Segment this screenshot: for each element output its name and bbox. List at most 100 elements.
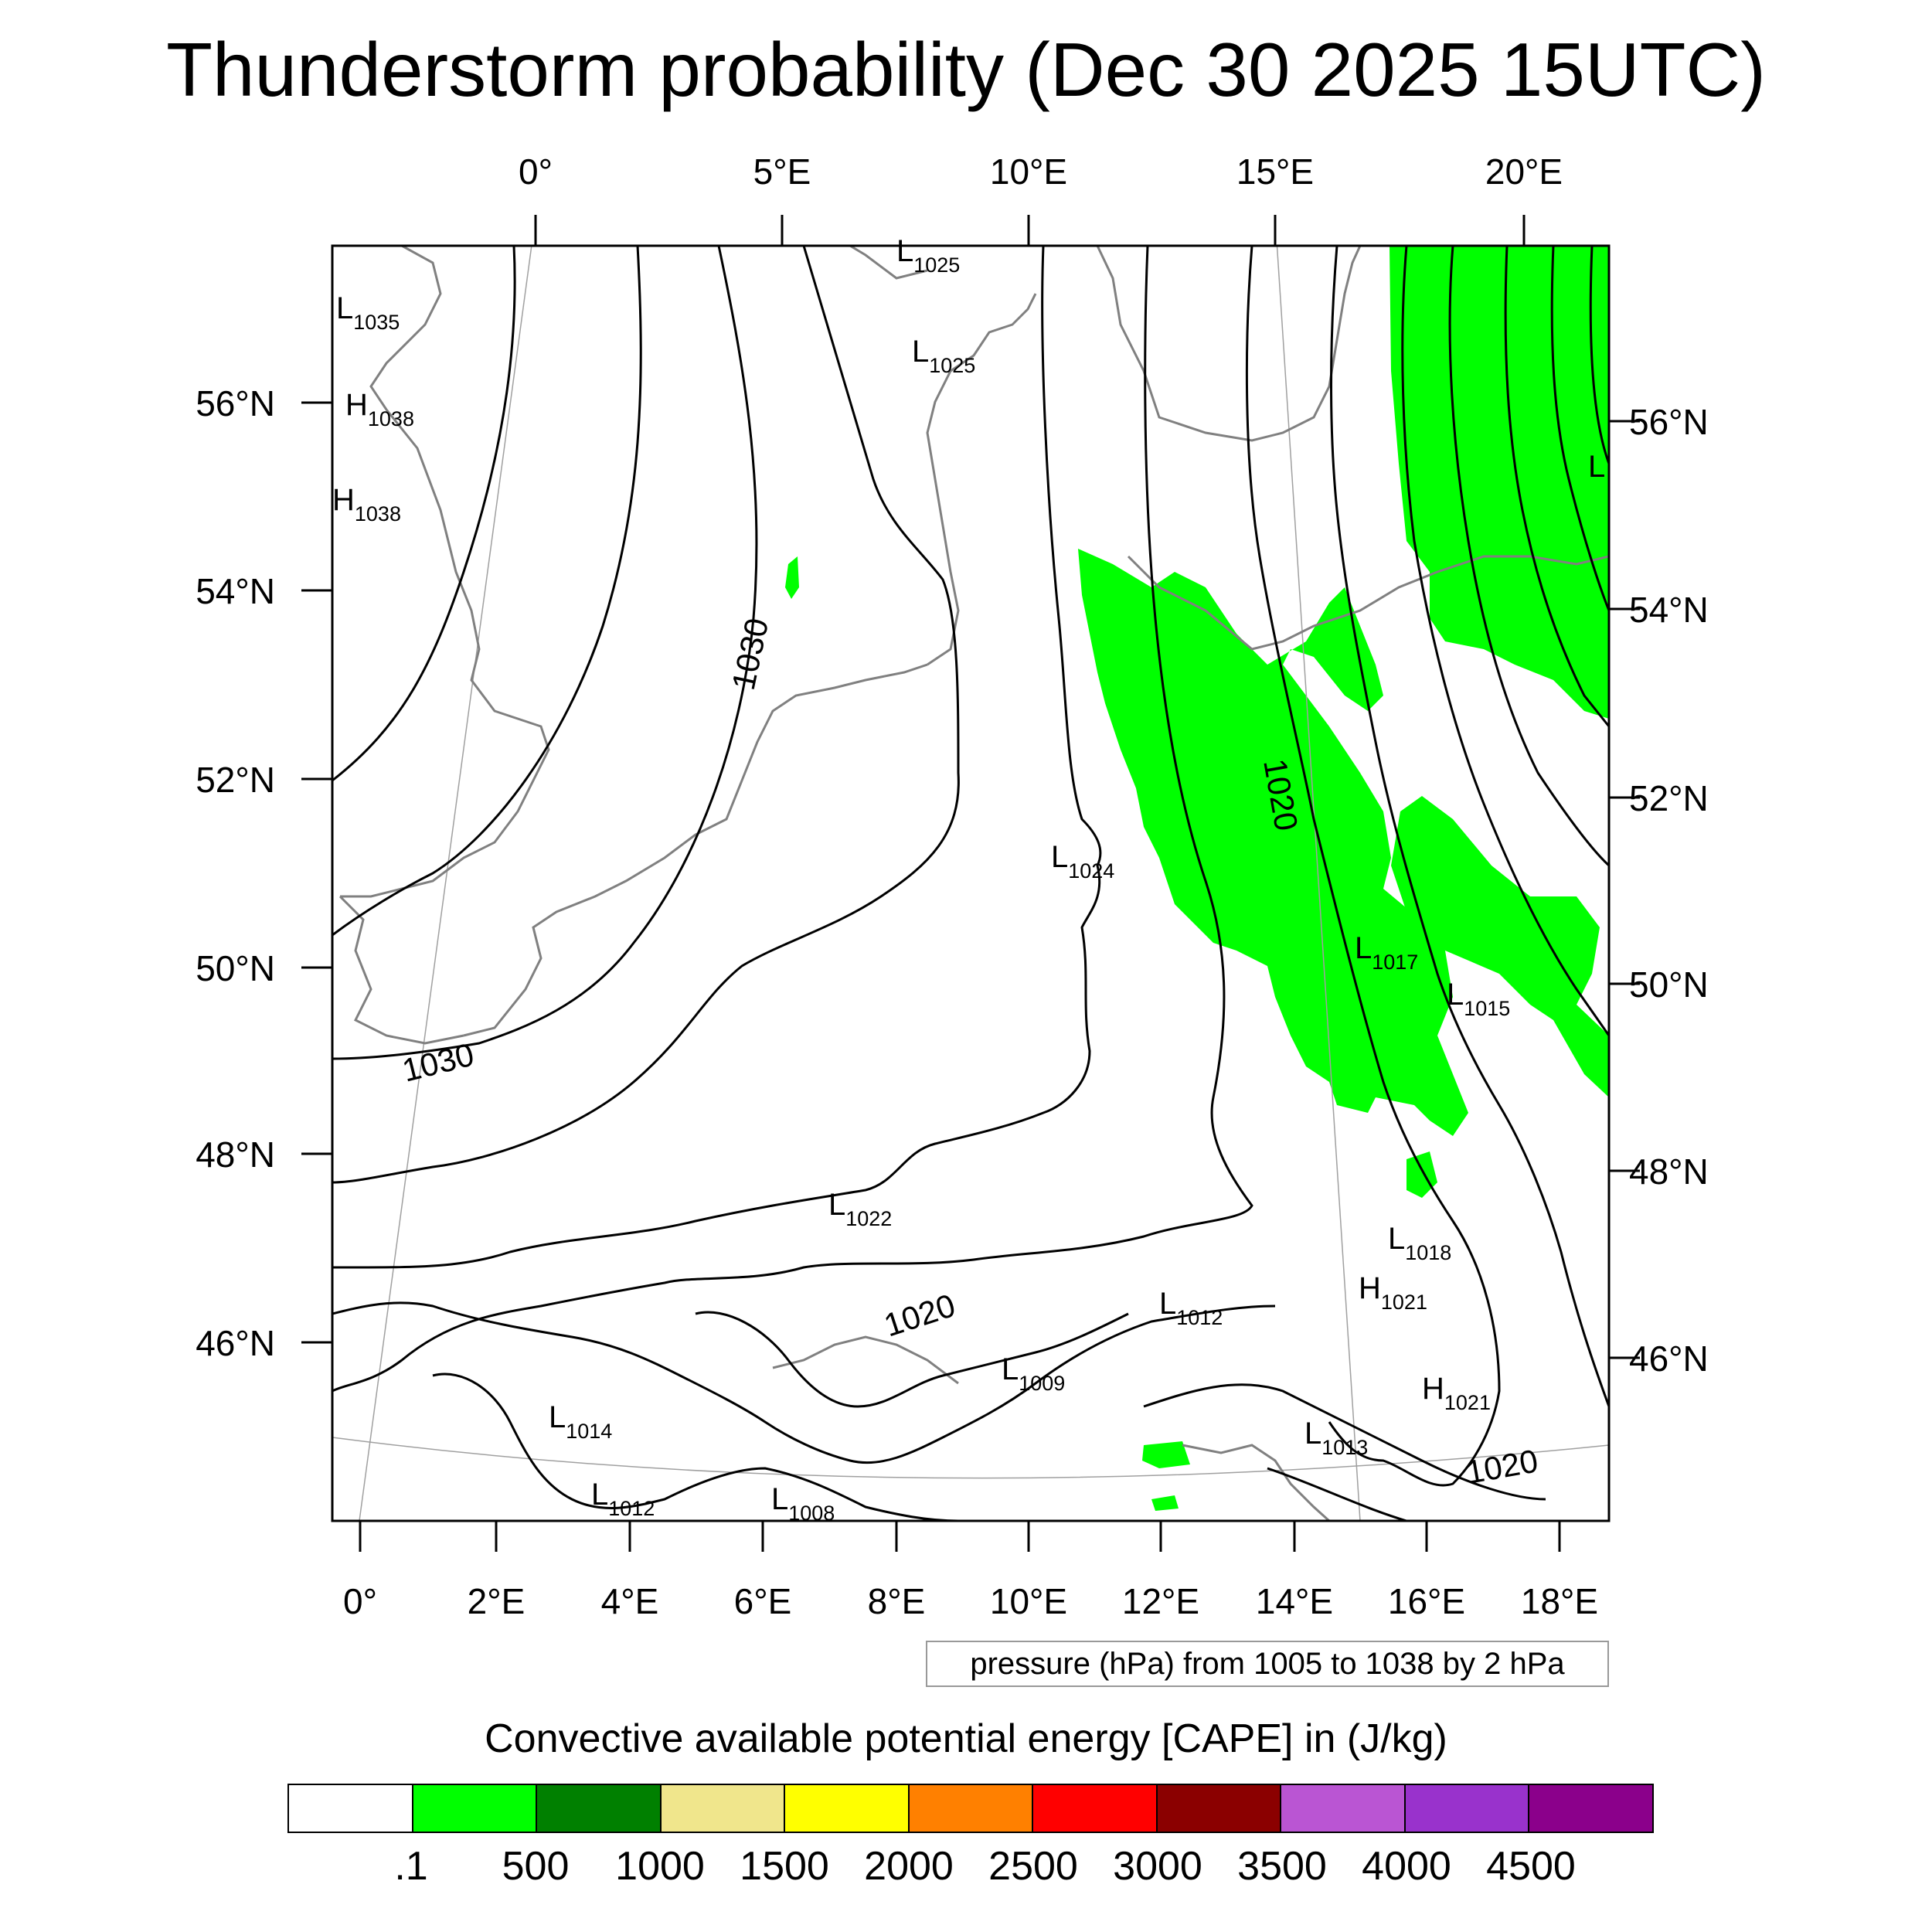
cape-area-small-5 bbox=[1151, 1495, 1179, 1511]
bottom-lon-label-4: 8°E bbox=[868, 1581, 926, 1621]
isobar-5 bbox=[332, 246, 1102, 1269]
colorbar-title: Convective available potential energy [C… bbox=[485, 1716, 1447, 1761]
left-axis-ticks bbox=[301, 401, 332, 1344]
pressure-center: L1025 bbox=[896, 234, 960, 277]
cape-area-east-band bbox=[1391, 796, 1609, 1097]
colorbar-tick: 2500 bbox=[988, 1844, 1078, 1889]
right-lat-label-3: 50°N bbox=[1629, 964, 1709, 1005]
pressure-centers: L1035 H1038 H1038 L1025 L1025 L1024 L101… bbox=[332, 234, 1605, 1525]
bottom-lon-label-8: 16°E bbox=[1388, 1581, 1465, 1621]
bottom-lon-label-9: 18°E bbox=[1521, 1581, 1598, 1621]
top-lon-label-3: 15°E bbox=[1236, 151, 1314, 192]
colorbar-tick: .1 bbox=[394, 1844, 428, 1889]
bottom-lon-label-5: 10°E bbox=[990, 1581, 1067, 1621]
pressure-center: L1009 bbox=[1002, 1352, 1065, 1395]
right-axis-labels: 56°N 54°N 52°N 50°N 48°N 46°N bbox=[1629, 402, 1709, 1379]
isobar-1 bbox=[332, 246, 516, 782]
coast-france-north bbox=[463, 663, 928, 1037]
right-lat-label-0: 56°N bbox=[1629, 402, 1709, 442]
bottom-lon-label-0: 0° bbox=[343, 1581, 377, 1621]
bottom-lon-label-1: 2°E bbox=[468, 1581, 526, 1621]
coast-uk-east bbox=[332, 246, 550, 898]
bottom-lon-label-7: 14°E bbox=[1256, 1581, 1333, 1621]
right-lat-label-4: 48°N bbox=[1629, 1151, 1709, 1192]
cape-area-small-4 bbox=[1142, 1441, 1190, 1468]
pressure-center: L1012 bbox=[1159, 1287, 1223, 1329]
isobar-15 bbox=[432, 1372, 959, 1521]
cape-area-small-2 bbox=[1232, 753, 1249, 811]
coast-adriatic bbox=[1182, 1444, 1331, 1521]
isobar-8 bbox=[1330, 246, 1609, 1407]
cape-area-northeast bbox=[1389, 246, 1609, 719]
right-axis-ticks bbox=[1609, 420, 1640, 1359]
pressure-center: H1021 bbox=[1359, 1271, 1427, 1314]
pressure-note: pressure (hPa) from 1005 to 1038 by 2 hP… bbox=[926, 1641, 1609, 1687]
colorbar-tick: 1000 bbox=[615, 1844, 705, 1889]
isobar-3 bbox=[332, 246, 758, 1060]
top-axis-ticks bbox=[534, 215, 1526, 246]
colorbar bbox=[287, 1784, 1654, 1833]
colorbar-tick: 500 bbox=[502, 1844, 570, 1889]
contour-label: 1030 bbox=[725, 615, 775, 693]
pressure-center: H1038 bbox=[332, 483, 401, 526]
pressure-center: L1017 bbox=[1355, 931, 1418, 974]
pressure-center: L1022 bbox=[828, 1188, 892, 1230]
isobar-10 bbox=[1448, 246, 1609, 867]
colorbar-swatch bbox=[1405, 1785, 1530, 1832]
coast-baltic-south bbox=[1127, 555, 1609, 651]
pressure-center: L1012 bbox=[591, 1478, 655, 1520]
isobar-7 bbox=[1245, 246, 1501, 1487]
bottom-lon-label-2: 4°E bbox=[601, 1581, 659, 1621]
coast-sweden bbox=[1096, 246, 1362, 442]
left-lat-label-1: 54°N bbox=[196, 571, 275, 611]
colorbar-swatch bbox=[413, 1785, 538, 1832]
colorbar-tick: 4000 bbox=[1362, 1844, 1451, 1889]
isobar-11 bbox=[1504, 246, 1609, 727]
colorbar-tick: 3500 bbox=[1237, 1844, 1327, 1889]
isobar-12 bbox=[1550, 246, 1609, 611]
graticule-15e bbox=[1276, 246, 1361, 1521]
colorbar-swatch bbox=[289, 1785, 413, 1832]
contour-label: 1020 bbox=[1463, 1442, 1540, 1491]
left-lat-label-4: 48°N bbox=[196, 1134, 275, 1175]
isobar-16 bbox=[695, 1311, 1129, 1408]
top-lon-label-1: 5°E bbox=[753, 151, 811, 192]
top-lon-label-4: 20°E bbox=[1485, 151, 1563, 192]
colorbar-swatch bbox=[661, 1785, 786, 1832]
isobar-4 bbox=[332, 246, 960, 1184]
pressure-center: L1024 bbox=[1051, 840, 1114, 883]
left-lat-label-0: 56°N bbox=[196, 383, 275, 423]
isobar-lines bbox=[332, 246, 1609, 1521]
top-axis-labels: 0° 5°E 10°E 15°E 20°E bbox=[519, 151, 1563, 192]
pressure-center: L1013 bbox=[1304, 1417, 1368, 1459]
pressure-center: H1021 bbox=[1422, 1372, 1491, 1414]
page-title: Thunderstorm probability (Dec 30 2025 15… bbox=[166, 27, 1766, 112]
cape-area-small-1 bbox=[785, 556, 799, 599]
pressure-center: L1025 bbox=[912, 335, 975, 377]
colorbar-tick: 3000 bbox=[1113, 1844, 1202, 1889]
left-lat-label-2: 52°N bbox=[196, 760, 275, 800]
contour-label: 1020 bbox=[879, 1287, 959, 1344]
isobar-6 bbox=[332, 246, 1253, 1393]
colorbar-swatch bbox=[1281, 1785, 1406, 1832]
coast-denmark bbox=[926, 293, 1037, 666]
cape-fill-areas bbox=[785, 246, 1609, 1511]
top-lon-label-0: 0° bbox=[519, 151, 553, 192]
contour-label: 1030 bbox=[399, 1036, 478, 1089]
pressure-center: L bbox=[1588, 450, 1605, 484]
colorbar-swatch bbox=[537, 1785, 662, 1832]
colorbar-swatch bbox=[1529, 1785, 1653, 1832]
bottom-lon-label-6: 12°E bbox=[1122, 1581, 1199, 1621]
bottom-axis-ticks bbox=[359, 1521, 1561, 1552]
coast-mediterranean bbox=[772, 1335, 959, 1385]
pressure-center: L1014 bbox=[549, 1400, 612, 1443]
colorbar-swatch bbox=[785, 1785, 910, 1832]
coast-norway bbox=[849, 246, 928, 280]
bottom-axis-labels: 0° 2°E 4°E 6°E 8°E 10°E 12°E 14°E 16°E 1… bbox=[343, 1581, 1598, 1621]
pressure-center: L1008 bbox=[771, 1482, 835, 1525]
bottom-lon-label-3: 6°E bbox=[734, 1581, 792, 1621]
isobar-13 bbox=[1589, 246, 1609, 464]
pressure-center: L1018 bbox=[1388, 1222, 1451, 1264]
isobar-18 bbox=[1267, 1467, 1407, 1521]
graticule-44n bbox=[332, 1437, 1609, 1479]
